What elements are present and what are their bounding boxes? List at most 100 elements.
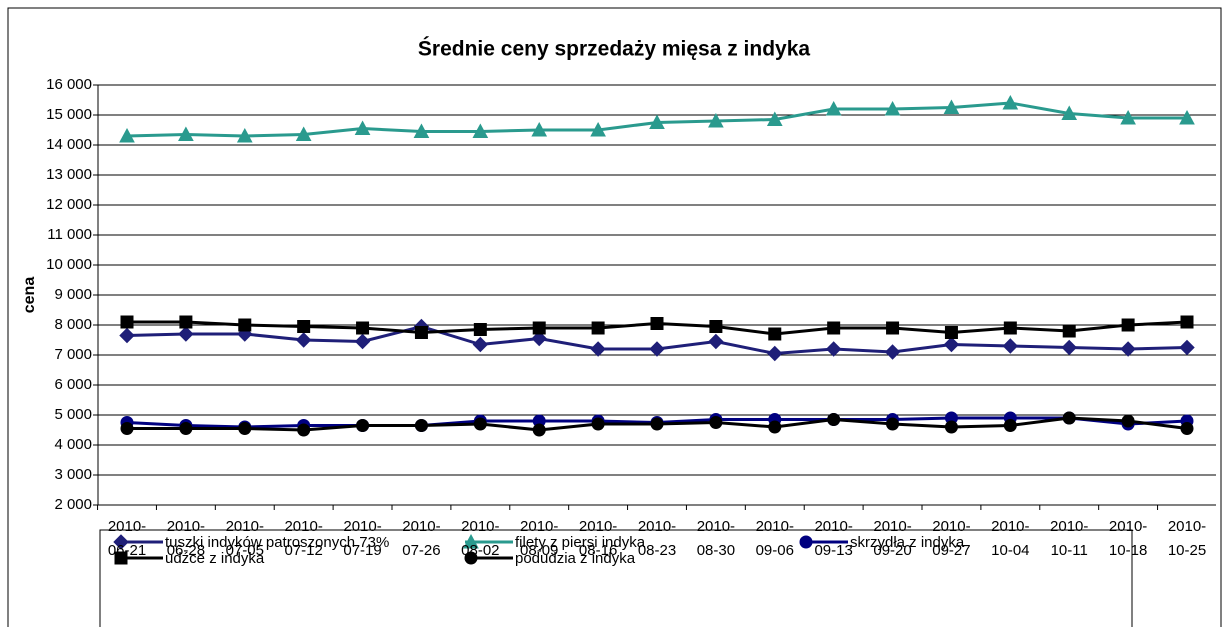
point [827, 413, 841, 426]
point [1003, 321, 1017, 335]
y-tick-label: 7 000 [54, 346, 92, 363]
point [709, 416, 723, 429]
point [1180, 315, 1194, 329]
point [768, 327, 782, 341]
point [709, 320, 723, 333]
point [1120, 341, 1136, 357]
legend-label: skrzydła z indyka [850, 534, 965, 551]
x-tick-label: 2010-06-28 [166, 518, 206, 559]
x-tick-label: 2010-07-26 [402, 518, 441, 559]
y-axis-label: cena [21, 277, 38, 314]
chart-frame [7, 7, 1222, 627]
y-tick-label: 12 000 [46, 196, 92, 213]
point [238, 422, 252, 435]
x-tick-label: 2010-07-12 [284, 518, 323, 559]
point [825, 100, 842, 116]
legend [99, 529, 1133, 627]
x-tick-label: 2010-09-20 [873, 518, 912, 559]
point [178, 326, 194, 342]
x-tick-label: 2010-08-16 [578, 518, 618, 559]
chart-title: Średnie ceny sprzedaży mięsa z indyka [418, 37, 811, 61]
legend-label: podudzia z indyka [515, 550, 636, 567]
point [532, 321, 546, 335]
point [473, 323, 487, 336]
point [1179, 109, 1195, 125]
point [590, 341, 606, 357]
x-tick-label: 2010-09-27 [932, 518, 971, 559]
point [650, 317, 664, 330]
point [413, 123, 430, 138]
point [1179, 339, 1195, 356]
legend-marker [799, 535, 813, 549]
x-tick-label: 2010-07-05 [225, 518, 264, 559]
y-tick-label: 6 000 [54, 376, 92, 393]
point [295, 126, 312, 141]
point [708, 333, 724, 350]
point [473, 417, 487, 431]
y-tick-label: 5 000 [54, 406, 92, 423]
y-tick-label: 16 000 [46, 76, 92, 93]
point [943, 336, 960, 353]
legend-marker [463, 533, 479, 549]
point [178, 126, 194, 141]
point [649, 341, 665, 357]
point [768, 420, 782, 434]
point [354, 333, 371, 350]
point [944, 420, 958, 434]
legend-marker [113, 534, 129, 550]
y-tick-label: 3 000 [54, 466, 92, 483]
point [531, 330, 547, 347]
point [356, 321, 370, 335]
point [356, 419, 370, 432]
point [1061, 105, 1078, 120]
point [472, 123, 489, 138]
point [1061, 339, 1077, 356]
x-tick-label: 2010-10-04 [991, 518, 1030, 559]
point [472, 336, 489, 353]
x-tick-label: 2010-08-30 [696, 518, 736, 559]
x-tick-label: 2010-08-02 [461, 518, 500, 559]
point [120, 315, 134, 329]
y-tick-label: 13 000 [46, 166, 92, 183]
point [827, 321, 841, 335]
point [120, 422, 134, 435]
y-tick-label: 14 000 [46, 136, 92, 153]
point [1002, 338, 1019, 354]
point [531, 121, 548, 137]
x-tick-label: 2010-06-21 [107, 518, 147, 559]
point [649, 114, 665, 129]
legend-marker [114, 551, 128, 565]
legend-label: udźce z indyka [165, 550, 265, 567]
y-tick-label: 8 000 [54, 316, 92, 333]
point [1180, 422, 1194, 435]
point [944, 326, 958, 339]
point [825, 341, 842, 357]
point [1002, 94, 1019, 110]
point [767, 345, 783, 362]
y-tick-label: 2 000 [54, 496, 92, 513]
point [650, 417, 664, 431]
point [884, 344, 901, 360]
x-tick-label: 2010-10-18 [1108, 518, 1148, 559]
point [886, 417, 900, 431]
point [591, 417, 605, 431]
point [236, 127, 253, 143]
point [591, 321, 605, 335]
point [1062, 324, 1076, 338]
x-tick-label: 2010-07-19 [343, 518, 382, 559]
point [943, 99, 960, 114]
point [297, 423, 311, 437]
point [532, 423, 546, 437]
x-tick-label: 2010-09-13 [814, 518, 853, 559]
legend-label: tuszki indyków patroszonych 73% [165, 534, 389, 551]
point [354, 120, 371, 135]
point [414, 419, 428, 432]
point [1062, 411, 1076, 425]
point [119, 327, 135, 344]
y-tick-label: 9 000 [54, 286, 92, 303]
y-tick-label: 15 000 [46, 106, 92, 123]
legend-marker [464, 551, 478, 565]
point [295, 332, 312, 348]
